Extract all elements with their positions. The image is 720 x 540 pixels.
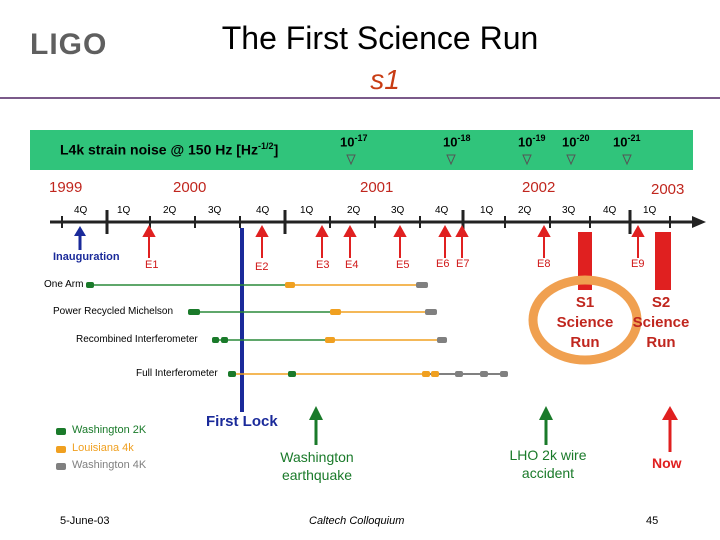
footer-venue: Caltech Colloquium [309, 515, 405, 527]
noise-level-3-base: 10 [518, 134, 533, 150]
noise-level-1-exp: -17 [354, 133, 368, 143]
noise-level-5-exp: -21 [627, 133, 641, 143]
timeline-arrowhead [692, 216, 706, 228]
strain-noise-label-exp: -1/2 [258, 141, 274, 151]
legend-swatch-la4k [56, 446, 66, 453]
strain-noise-banner [30, 130, 693, 170]
s1-line2: Science [556, 314, 614, 331]
earthquake-line2: earthquake [281, 467, 353, 483]
noise-marker-4 [566, 154, 576, 166]
legend-swatch-wa4k [56, 463, 66, 470]
first-lock-label: First Lock [206, 413, 278, 430]
wire-accident-annotation: LHO 2k wire accident [505, 446, 591, 482]
noise-level-3-exp: -19 [532, 133, 546, 143]
page-title: The First Science Run [221, 20, 539, 56]
legend-louisiana-4k: Louisiana 4k [72, 442, 134, 454]
s2-science-run-label: S2 Science Run [626, 293, 696, 353]
noise-level-2-base: 10 [443, 134, 458, 150]
legend-swatch-wa2k [56, 428, 66, 435]
noise-level-1-base: 10 [340, 134, 355, 150]
footer-date: 5-June-03 [60, 515, 110, 527]
s2-line1: S2 [651, 294, 671, 311]
inauguration-label: Inauguration [53, 251, 120, 263]
wire-accident-line1: LHO 2k wire [509, 447, 587, 463]
wire-accident-line2: accident [521, 465, 575, 481]
s1-line3: Run [570, 334, 600, 351]
year-1999: 1999 [49, 179, 83, 196]
header-divider [0, 97, 720, 99]
quarter-label: 2Q [347, 205, 361, 216]
page-subtitle: s1 [370, 64, 400, 95]
now-annotation: Now [652, 455, 682, 471]
event-label-e4: E4 [345, 259, 359, 271]
ligo-logo: LIGO [30, 28, 108, 61]
quarter-label: 1Q [643, 205, 657, 216]
program-full-interferometer: Full Interferometer [136, 368, 218, 379]
s2-run-bar [655, 232, 671, 290]
year-2001: 2001 [360, 179, 394, 196]
noise-marker-1 [346, 154, 356, 166]
event-label-e7: E7 [456, 258, 470, 270]
noise-level-4: 10-20 [562, 133, 589, 149]
year-2002: 2002 [522, 179, 556, 196]
s1-science-run-label: S1 Science Run [548, 293, 622, 353]
year-2000: 2000 [173, 179, 207, 196]
noise-level-3: 10-19 [518, 133, 545, 149]
earthquake-annotation: Washington earthquake [275, 448, 359, 484]
event-label-e2: E2 [255, 261, 269, 273]
now-arrow [662, 406, 678, 420]
quarter-label: 1Q [117, 205, 131, 216]
quarter-label: 4Q [256, 205, 270, 216]
noise-level-5-base: 10 [613, 134, 628, 150]
quarter-label: 4Q [435, 205, 449, 216]
quarter-label: 3Q [562, 205, 576, 216]
quarter-label: 2Q [163, 205, 177, 216]
noise-level-1: 10-17 [340, 133, 367, 149]
noise-level-5: 10-21 [613, 133, 640, 149]
legend-washington-2k: Washington 2K [72, 424, 147, 436]
s2-line3: Run [646, 334, 676, 351]
s2-line2: Science [632, 314, 690, 331]
noise-marker-3 [522, 154, 532, 166]
quarter-label: 1Q [480, 205, 494, 216]
event-label-e9: E9 [631, 258, 645, 270]
event-label-e3: E3 [316, 259, 330, 271]
program-recombined-interferometer: Recombined Interferometer [76, 334, 198, 345]
event-label-e5: E5 [396, 259, 410, 271]
s1-highlight-ring [528, 275, 642, 365]
year-2003: 2003 [651, 181, 685, 198]
s1-line1: S1 [575, 294, 595, 311]
noise-level-4-base: 10 [562, 134, 577, 150]
footer-page-number: 45 [646, 515, 659, 527]
program-power-recycled-michelson: Power Recycled Michelson [53, 306, 174, 317]
wire-accident-arrow [539, 406, 553, 420]
noise-marker-5 [622, 154, 632, 166]
event-label-e8: E8 [537, 258, 551, 270]
program-one-arm: One Arm [44, 279, 84, 290]
noise-level-2: 10-18 [443, 133, 470, 149]
quarter-label: 4Q [603, 205, 617, 216]
event-label-e1: E1 [145, 259, 159, 271]
quarter-label: 1Q [300, 205, 314, 216]
earthquake-line1: Washington [280, 449, 354, 465]
strain-noise-label-end: ] [273, 141, 279, 158]
quarter-label: 3Q [391, 205, 405, 216]
noise-marker-2 [446, 154, 456, 166]
legend-washington-4k: Washington 4K [72, 459, 147, 471]
s1-run-bar [578, 232, 592, 290]
quarter-label: 4Q [74, 205, 88, 216]
noise-level-2-exp: -18 [457, 133, 471, 143]
noise-level-4-exp: -20 [576, 133, 590, 143]
event-label-e6: E6 [436, 258, 450, 270]
earthquake-arrow [309, 406, 323, 420]
inauguration-arrow [74, 226, 86, 236]
strain-noise-label-text: L4k strain noise @ 150 Hz [Hz [60, 141, 259, 158]
quarter-label: 3Q [208, 205, 222, 216]
strain-noise-label: L4k strain noise @ 150 Hz [Hz-1/2] [60, 141, 278, 158]
quarter-label: 2Q [518, 205, 532, 216]
